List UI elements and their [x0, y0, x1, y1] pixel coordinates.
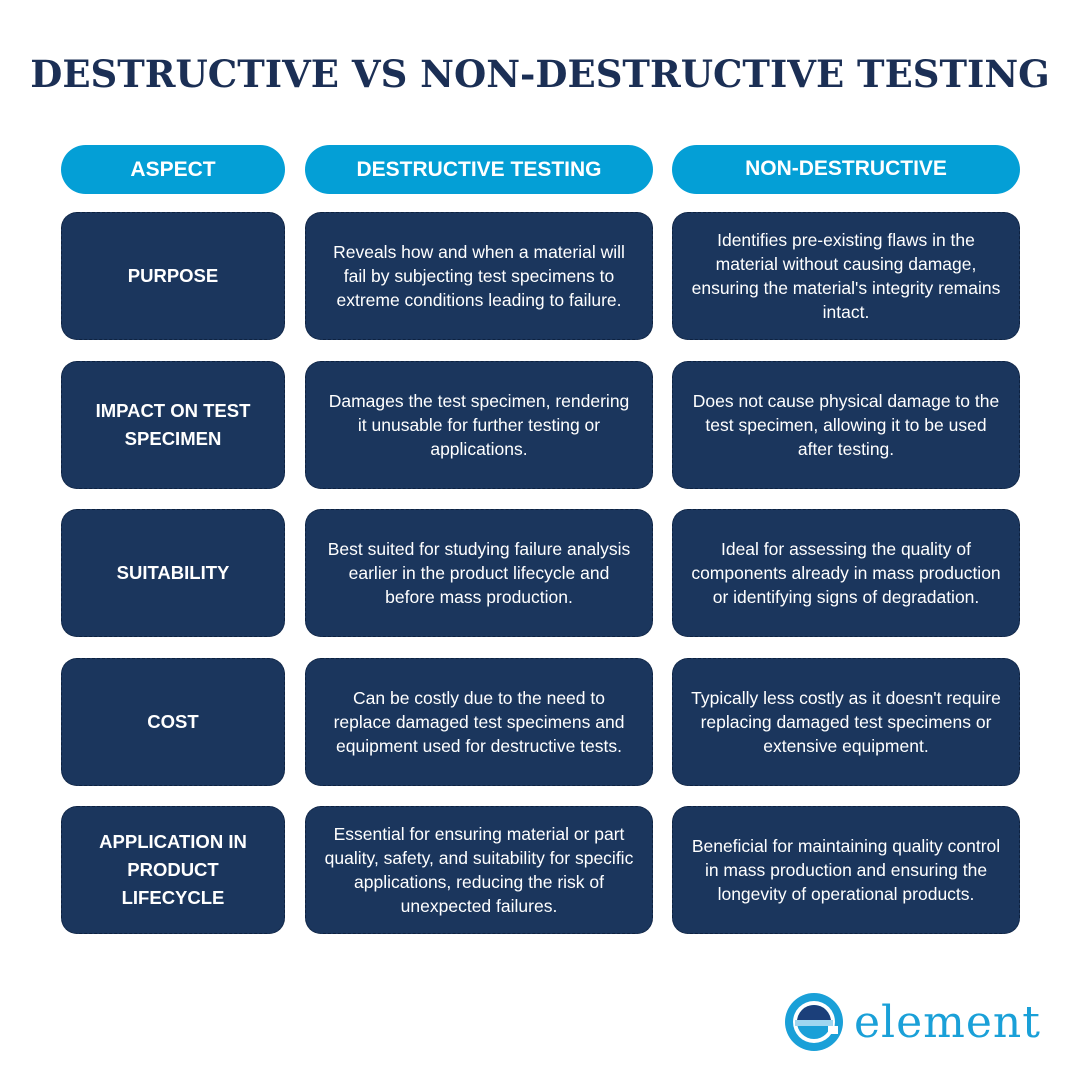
cell-aspect: COST	[61, 658, 285, 786]
cell-destructive: Essential for ensuring material or part …	[305, 806, 653, 934]
page-title: DESTRUCTIVE VS NON-DESTRUCTIVE TESTING	[30, 52, 1050, 96]
cell-aspect: PURPOSE	[61, 212, 285, 340]
cell-text: Can be costly due to the need to replace…	[333, 688, 625, 756]
cell-non-destructive: Typically less costly as it doesn't requ…	[672, 658, 1020, 786]
header-label: ASPECT	[130, 158, 216, 181]
cell-non-destructive: Beneficial for maintaining quality contr…	[672, 806, 1020, 934]
cell-aspect: APPLICATION IN PRODUCT LIFECYCLE	[61, 806, 285, 934]
cell-text: Identifies pre-existing flaws in the mat…	[691, 230, 1001, 322]
cell-destructive: Damages the test specimen, rendering it …	[305, 361, 653, 489]
aspect-label: APPLICATION IN PRODUCT LIFECYCLE	[99, 831, 247, 908]
aspect-label: IMPACT ON TEST SPECIMEN	[95, 400, 251, 449]
cell-text: Typically less costly as it doesn't requ…	[691, 688, 1001, 756]
header-aspect: ASPECT	[61, 145, 285, 194]
cell-text: Ideal for assessing the quality of compo…	[691, 539, 1001, 607]
element-logo-icon	[785, 993, 843, 1051]
aspect-label: COST	[147, 711, 199, 732]
header-label: DESTRUCTIVE TESTING	[356, 158, 602, 181]
cell-text: Does not cause physical damage to the te…	[692, 391, 1000, 459]
cell-non-destructive: Ideal for assessing the quality of compo…	[672, 509, 1020, 637]
cell-text: Reveals how and when a material will fai…	[333, 242, 625, 310]
cell-destructive: Can be costly due to the need to replace…	[305, 658, 653, 786]
cell-text: Beneficial for maintaining quality contr…	[691, 836, 1001, 904]
cell-text: Best suited for studying failure analysi…	[327, 539, 631, 607]
element-logo: element	[782, 990, 1041, 1054]
cell-aspect: SUITABILITY	[61, 509, 285, 637]
cell-aspect: IMPACT ON TEST SPECIMEN	[61, 361, 285, 489]
cell-destructive: Reveals how and when a material will fai…	[305, 212, 653, 340]
cell-non-destructive: Identifies pre-existing flaws in the mat…	[672, 212, 1020, 340]
logo-text: element	[854, 996, 1041, 1048]
header-non-destructive: NON-DESTRUCTIVE TESTING	[672, 145, 1020, 228]
cell-destructive: Best suited for studying failure analysi…	[305, 509, 653, 637]
cell-text: Damages the test specimen, rendering it …	[328, 391, 630, 459]
cell-non-destructive: Does not cause physical damage to the te…	[672, 361, 1020, 489]
aspect-label: SUITABILITY	[116, 562, 230, 583]
aspect-label: PURPOSE	[127, 265, 219, 286]
cell-text: Essential for ensuring material or part …	[324, 824, 634, 916]
header-destructive: DESTRUCTIVE TESTING	[305, 145, 653, 194]
